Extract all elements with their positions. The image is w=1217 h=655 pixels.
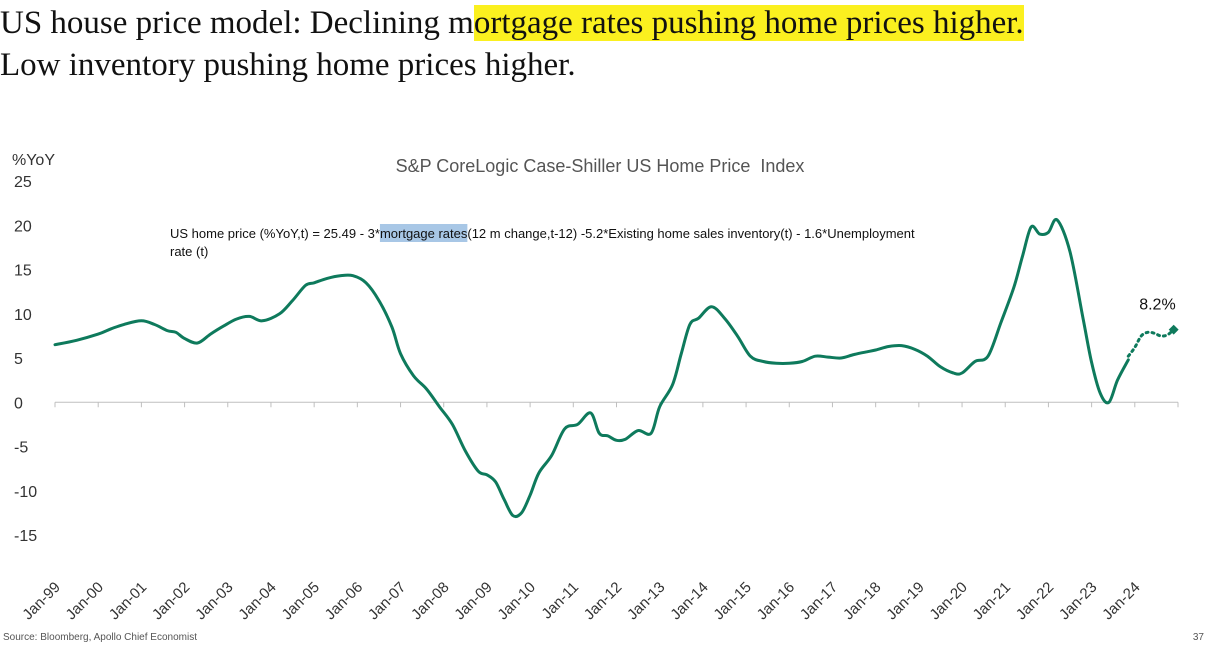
x-tick-label: Jan-13 xyxy=(624,579,668,623)
annotation-highlight-text: mortgage rates xyxy=(380,226,468,241)
chart-title: S&P CoreLogic Case-Shiller US Home Price… xyxy=(396,156,805,176)
x-tick-label: Jan-09 xyxy=(451,579,495,623)
x-tick-label: Jan-05 xyxy=(279,579,323,623)
x-tick-label: Jan-20 xyxy=(926,579,970,623)
x-tick-label: Jan-16 xyxy=(754,579,798,623)
x-tick-label: Jan-99 xyxy=(19,579,63,623)
x-tick-label: Jan-08 xyxy=(408,579,452,623)
x-tick-label: Jan-04 xyxy=(235,579,279,623)
x-tick-label: Jan-11 xyxy=(538,579,582,623)
y-tick-label: 5 xyxy=(14,351,23,368)
annotation-equation-line2: rate (t) xyxy=(170,244,208,259)
x-tick-label: Jan-01 xyxy=(106,579,150,623)
x-tick-label: Jan-19 xyxy=(883,579,927,623)
x-tick-label: Jan-24 xyxy=(1099,579,1143,623)
line-chart: S&P CoreLogic Case-Shiller US Home Price… xyxy=(12,152,1179,623)
annotation-equation: US home price (%YoY,t) = 25.49 - 3*mortg… xyxy=(170,226,915,241)
x-tick-label: Jan-15 xyxy=(710,579,754,623)
y-axis-label: %YoY xyxy=(12,152,55,169)
chart-container: S&P CoreLogic Case-Shiller US Home Price… xyxy=(0,140,1217,640)
y-tick-label: 20 xyxy=(14,218,32,235)
source-note: Source: Bloomberg, Apollo Chief Economis… xyxy=(3,632,197,643)
x-tick-label: Jan-03 xyxy=(192,579,236,623)
x-tick-label: Jan-07 xyxy=(365,579,409,623)
y-tick-label: -10 xyxy=(14,484,37,501)
y-tick-label: 0 xyxy=(14,395,23,412)
y-tick-label: 15 xyxy=(14,263,32,280)
x-tick-label: Jan-00 xyxy=(63,579,107,623)
slide-title-line2: Low inventory pushing home prices higher… xyxy=(0,47,576,83)
x-tick-label: Jan-06 xyxy=(322,579,366,623)
slide-title: US house price model: Declining mortgage… xyxy=(0,2,1024,86)
annotation-prefix: US home price (%YoY,t) = 25.49 - 3* xyxy=(170,226,380,241)
annotation-highlight xyxy=(379,224,468,242)
home-price-series-line xyxy=(53,217,1130,519)
y-tick-label: -15 xyxy=(14,528,37,545)
x-tick-label: Jan-22 xyxy=(1013,579,1057,623)
forecast-series-line xyxy=(1126,328,1176,358)
title-line1-prefix: US house price model: Declining m xyxy=(0,5,474,41)
end-point-marker xyxy=(1168,324,1179,335)
title-line1-highlight: ortgage rates pushing home prices higher… xyxy=(473,5,1024,41)
x-tick-label: Jan-23 xyxy=(1056,579,1100,623)
y-tick-label: 10 xyxy=(14,307,32,324)
end-value-label: 8.2% xyxy=(1139,297,1175,314)
x-tick-label: Jan-18 xyxy=(840,579,884,623)
x-tick-label: Jan-10 xyxy=(494,579,538,623)
x-tick-label: Jan-12 xyxy=(581,579,625,623)
x-tick-label: Jan-14 xyxy=(667,579,711,623)
annotation-suffix: (12 m change,t-12) -5.2*Existing home sa… xyxy=(467,226,915,241)
y-tick-label: -5 xyxy=(14,440,28,457)
x-tick-label: Jan-21 xyxy=(970,579,1014,623)
x-tick-label: Jan-17 xyxy=(797,579,841,623)
y-tick-label: 25 xyxy=(14,174,32,191)
x-tick-label: Jan-02 xyxy=(149,579,193,623)
page-number: 37 xyxy=(1192,632,1204,643)
slide-title-line1: US house price model: Declining mortgage… xyxy=(0,2,1024,44)
